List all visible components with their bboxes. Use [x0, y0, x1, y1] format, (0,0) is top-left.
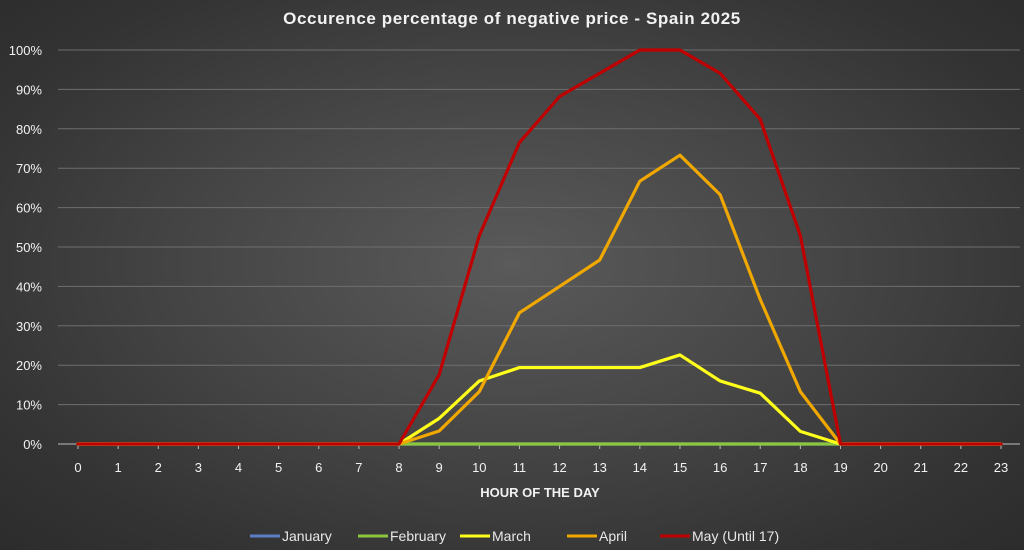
y-tick-label: 90% — [16, 82, 42, 97]
chart-title: Occurence percentage of negative price -… — [283, 9, 741, 28]
series-line-may-until-17 — [76, 48, 1003, 446]
grid-lines — [58, 49, 1020, 445]
x-tick-label: 3 — [195, 460, 202, 475]
x-tick-label: 7 — [355, 460, 362, 475]
y-axis-ticks: 0% 10% 20% 30% 40% 50% 60% 70% 80% 90% 100% — [9, 43, 43, 452]
y-tick-label: 10% — [16, 398, 42, 413]
series-line-april — [76, 153, 1003, 446]
y-tick-label: 0% — [23, 437, 42, 452]
x-tick-label: 0 — [74, 460, 81, 475]
legend-label: March — [492, 528, 531, 544]
legend-label: May (Until 17) — [692, 528, 779, 544]
x-tick-label: 19 — [833, 460, 847, 475]
y-tick-label: 70% — [16, 161, 42, 176]
x-tick-label: 21 — [914, 460, 928, 475]
x-tick-label: 18 — [793, 460, 807, 475]
x-tick-label: 1 — [115, 460, 122, 475]
y-tick-label: 50% — [16, 240, 42, 255]
x-tick-label: 6 — [315, 460, 322, 475]
x-tick-label: 2 — [155, 460, 162, 475]
y-tick-label: 60% — [16, 201, 42, 216]
x-tick-label: 23 — [994, 460, 1008, 475]
x-tick-label: 22 — [954, 460, 968, 475]
y-tick-label: 20% — [16, 358, 42, 373]
x-tick-label: 12 — [552, 460, 566, 475]
x-axis-label: HOUR OF THE DAY — [480, 485, 600, 500]
legend-label: April — [599, 528, 627, 544]
y-tick-label: 100% — [9, 43, 43, 58]
x-tick-label: 15 — [673, 460, 687, 475]
y-tick-label: 80% — [16, 122, 42, 137]
x-tick-label: 11 — [513, 460, 527, 475]
series-line-march — [76, 353, 1003, 446]
x-tick-label: 8 — [395, 460, 402, 475]
x-tick-label: 4 — [235, 460, 242, 475]
x-tick-label: 10 — [472, 460, 486, 475]
x-tick-label: 16 — [713, 460, 727, 475]
x-tick-label: 13 — [592, 460, 606, 475]
x-tick-label: 17 — [753, 460, 767, 475]
series-lines — [76, 48, 1003, 446]
y-tick-label: 30% — [16, 319, 42, 334]
legend: January February March April May (Until 17) — [250, 528, 779, 544]
legend-label: February — [390, 528, 446, 544]
x-tick-label: 14 — [633, 460, 647, 475]
y-tick-label: 40% — [16, 279, 42, 294]
legend-label: January — [282, 528, 332, 544]
x-axis-ticks: 0 1 2 3 4 5 6 7 8 9 10 11 12 13 14 15 16 17 18 19 20 21 22 23 — [74, 444, 1008, 475]
x-tick-label: 5 — [275, 460, 282, 475]
x-tick-label: 9 — [436, 460, 443, 475]
x-tick-label: 20 — [873, 460, 887, 475]
